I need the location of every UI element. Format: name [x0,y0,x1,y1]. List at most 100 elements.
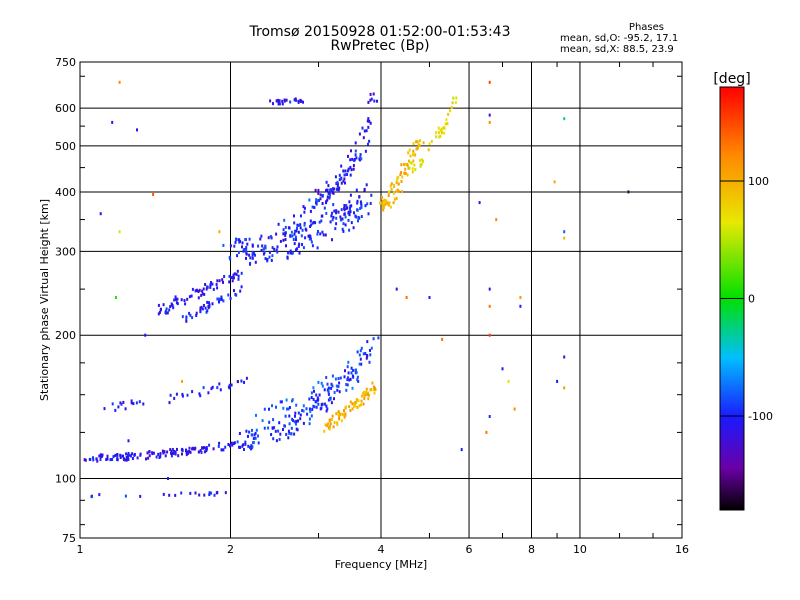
echo-point [360,346,363,350]
echo-point [287,436,290,440]
echo-point [334,175,337,179]
echo-point [359,207,362,210]
echo-point [373,391,376,395]
echo-point [276,245,279,249]
echo-point [342,169,345,173]
echo-point [370,97,373,101]
echo-point [325,409,328,413]
echo-point [345,206,348,210]
echo-point [351,386,354,390]
echo-point [299,413,302,417]
echo-point [245,252,248,256]
echo-point [408,166,411,170]
echo-point [404,162,407,166]
echo-point [152,193,155,196]
echo-point [296,247,298,251]
echo-point [130,401,133,405]
echo-point [185,453,188,457]
echo-point [348,228,351,232]
echo-point [201,289,204,293]
chart-subtitle: RwPretec (Bp) [330,38,430,54]
echo-point [271,426,274,430]
echo-point [210,491,213,495]
echo-point [359,158,361,162]
echo-point [324,233,327,237]
echo-point [337,385,340,388]
echo-point [362,352,365,356]
echo-point [384,199,387,203]
echo-point [309,235,312,239]
echo-point [395,181,398,184]
echo-point [369,202,372,205]
echo-point [388,190,390,194]
echo-point [287,429,290,433]
echo-point [279,102,282,106]
echo-point [325,188,328,192]
echo-point [488,415,491,418]
echo-point [454,101,457,105]
echo-point [349,207,351,211]
echo-point [410,161,413,165]
echo-point [162,303,165,307]
x-tick-label: 8 [528,543,535,556]
echo-point [360,205,363,209]
echo-point [275,99,278,103]
echo-point [328,418,331,422]
echo-point [355,368,357,372]
echo-point [218,297,221,301]
echo-point [373,99,376,103]
echo-point [396,178,399,181]
echo-point [336,180,339,184]
echo-point [408,159,410,163]
echo-point [328,427,331,431]
echo-point [357,219,359,223]
y-tick-label: 500 [55,140,76,153]
echo-point [249,446,251,449]
echo-point [354,141,357,145]
echo-point [138,400,141,404]
echo-point [450,105,453,109]
echo-point [372,337,375,341]
echo-point [368,119,371,123]
echo-point [299,223,302,227]
echo-point [259,237,262,241]
echo-point [122,454,124,458]
echo-point [447,112,450,116]
echo-point [165,307,168,311]
echo-point [403,163,405,166]
echo-point [390,187,393,191]
echo-point [337,412,340,416]
echo-point [360,157,363,161]
echo-point [185,315,188,319]
echo-point [211,282,214,286]
echo-point [303,206,306,210]
echo-point [360,399,363,403]
echo-point [460,448,463,452]
echo-point [303,223,306,227]
echo-point [163,450,166,454]
echo-point [350,149,352,153]
echo-point [83,458,86,462]
echo-point [133,453,136,456]
echo-point [292,238,295,241]
echo-point [132,402,135,406]
echo-point [289,234,292,238]
echo-point [251,253,254,257]
echo-point [261,244,264,248]
echo-point [360,204,363,207]
echo-point [224,445,227,449]
echo-point [231,443,234,447]
echo-point [181,379,183,383]
echo-point [440,131,443,135]
echo-point [369,98,372,102]
echo-point [369,121,372,125]
echo-point [191,390,194,394]
echo-point [339,376,342,380]
echo-point [282,232,285,236]
echo-point [353,158,356,161]
echo-point [284,225,287,229]
echo-point [136,456,139,460]
echo-point [209,283,212,287]
echo-point [129,454,132,458]
